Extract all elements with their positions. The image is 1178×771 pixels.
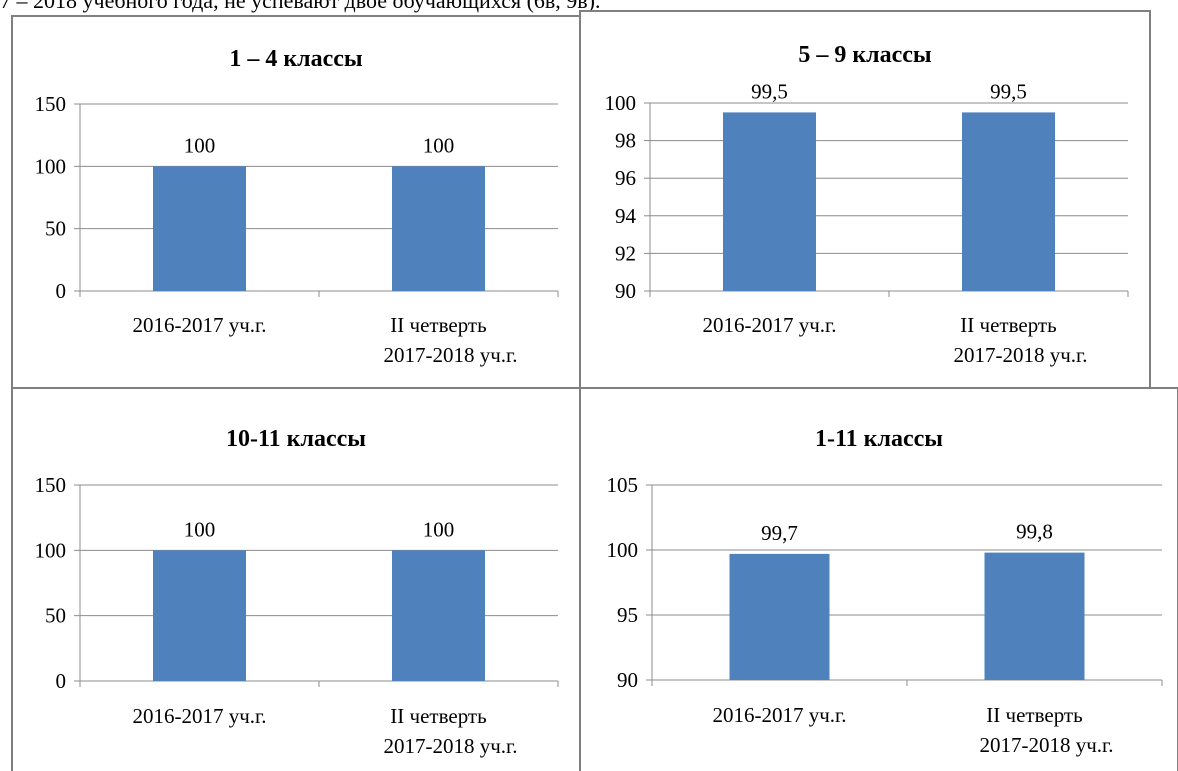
data-label: 100 [184,133,216,157]
chart-panel-3: 10-11 классы 0 50 100 150 100 2016-2017 уч.г. 1… [11,387,581,771]
y-tick-label: 100 [35,538,67,562]
y-tick-label: 50 [45,604,66,628]
category-label: 2017-2018 уч.г. [953,343,1087,367]
y-tick-label: 95 [617,603,638,627]
bar [723,112,816,292]
y-tick-label: 100 [605,91,637,115]
bar [153,166,246,291]
category-label: 2017-2018 уч.г. [979,733,1113,757]
y-tick-label: 150 [35,473,67,497]
bar [153,550,246,681]
y-tick-label: 90 [617,668,638,692]
bar [392,550,485,681]
y-tick-label: 0 [56,669,67,693]
category-label: 2016-2017 уч.г. [132,313,266,337]
chart-title: 1-11 классы [815,426,943,452]
y-tick-label: 92 [615,241,636,265]
category-label: 2016-2017 уч.г. [702,313,836,337]
y-tick-label: 98 [615,129,636,153]
category-label: 2016-2017 уч.г. [132,704,266,728]
y-tick-label: 150 [35,92,67,116]
chart-title: 5 – 9 классы [798,42,932,68]
header-text: 7 – 2018 учебного года, не успевают двое… [0,0,601,13]
bar [729,553,830,680]
data-label: 99,8 [1016,520,1053,544]
y-tick-label: 100 [607,538,639,562]
data-label: 100 [423,517,455,541]
y-tick-label: 90 [615,279,636,303]
category-label: II четверть [960,313,1056,337]
category-label: II четверть [390,313,486,337]
chart-panel-1: 1 – 4 классы 0 50 100 150 100 2016-2017 уч.г. 1… [11,15,581,389]
y-tick-label: 105 [607,473,639,497]
chart-title: 10-11 классы [226,426,366,452]
category-label: 2016-2017 уч.г. [712,703,846,727]
chart-panel-4: 1-11 классы 90 95 100 105 99,7 2016-2017 уч.г.… [579,387,1178,771]
chart-border [11,387,581,771]
y-tick-label: 50 [45,217,66,241]
category-label: 2017-2018 уч.г. [383,734,517,758]
category-label: II четверть [986,703,1082,727]
y-tick-label: 0 [56,279,67,303]
y-tick-label: 100 [35,154,67,178]
y-tick-label: 94 [615,204,637,228]
data-label: 100 [184,517,216,541]
data-label: 100 [423,133,455,157]
category-label: 2017-2018 уч.г. [383,343,517,367]
chart-panel-2: 5 – 9 классы 90 92 94 96 98 100 99,5 2016-2017 у… [579,10,1151,389]
bar [392,166,485,291]
bar [984,552,1085,680]
y-tick-label: 96 [615,166,636,190]
data-label: 99,5 [751,79,788,103]
chart-title: 1 – 4 классы [229,46,363,72]
data-label: 99,5 [990,79,1027,103]
category-label: II четверть [390,704,486,728]
data-label: 99,7 [761,521,798,545]
bar [962,112,1055,292]
